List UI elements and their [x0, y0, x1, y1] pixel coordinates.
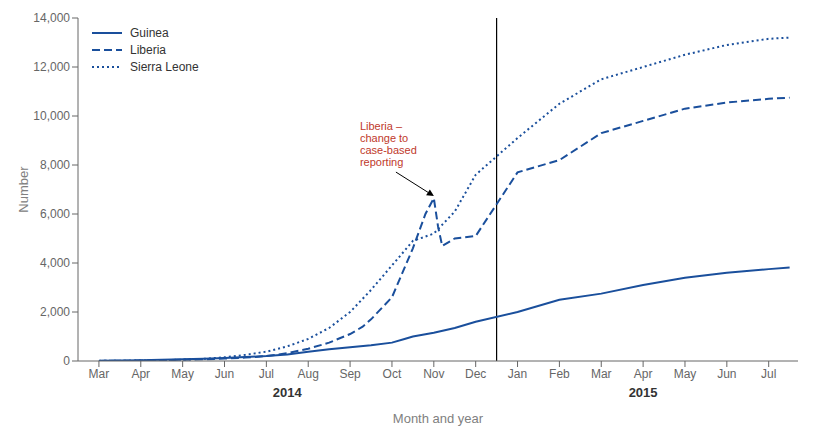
svg-text:Oct: Oct [383, 367, 402, 381]
svg-text:Apr: Apr [634, 367, 653, 381]
svg-text:14,000: 14,000 [33, 11, 70, 25]
html-text:Liberia: Liberia [130, 43, 166, 57]
svg-text:Jun: Jun [717, 367, 736, 381]
svg-text:Jul: Jul [761, 367, 776, 381]
svg-text:Nov: Nov [423, 367, 444, 381]
svg-text:6,000: 6,000 [40, 207, 70, 221]
svg-text:2015: 2015 [629, 385, 658, 400]
html-text:Guinea: Guinea [130, 26, 169, 40]
svg-text:Dec: Dec [465, 367, 486, 381]
svg-text:Number: Number [16, 166, 31, 213]
svg-text:May: May [171, 367, 194, 381]
svg-text:Month and year: Month and year [393, 411, 484, 426]
svg-text:2014: 2014 [273, 385, 303, 400]
svg-text:0: 0 [63, 354, 70, 368]
svg-text:Jul: Jul [259, 367, 274, 381]
svg-text:May: May [674, 367, 697, 381]
svg-text:Mar: Mar [89, 367, 110, 381]
svg-text:Liberia –change tocase-basedre: Liberia –change tocase-basedreporting [360, 120, 417, 168]
svg-text:Aug: Aug [298, 367, 319, 381]
svg-text:Sep: Sep [339, 367, 361, 381]
svg-text:Jan: Jan [508, 367, 527, 381]
svg-text:12,000: 12,000 [33, 60, 70, 74]
svg-text:8,000: 8,000 [40, 158, 70, 172]
html-text:Sierra Leone: Sierra Leone [130, 60, 199, 74]
svg-text:2,000: 2,000 [40, 305, 70, 319]
svg-text:Feb: Feb [549, 367, 570, 381]
svg-text:Jun: Jun [215, 367, 234, 381]
svg-text:4,000: 4,000 [40, 256, 70, 270]
svg-text:10,000: 10,000 [33, 109, 70, 123]
svg-text:Apr: Apr [131, 367, 150, 381]
svg-text:Mar: Mar [591, 367, 612, 381]
